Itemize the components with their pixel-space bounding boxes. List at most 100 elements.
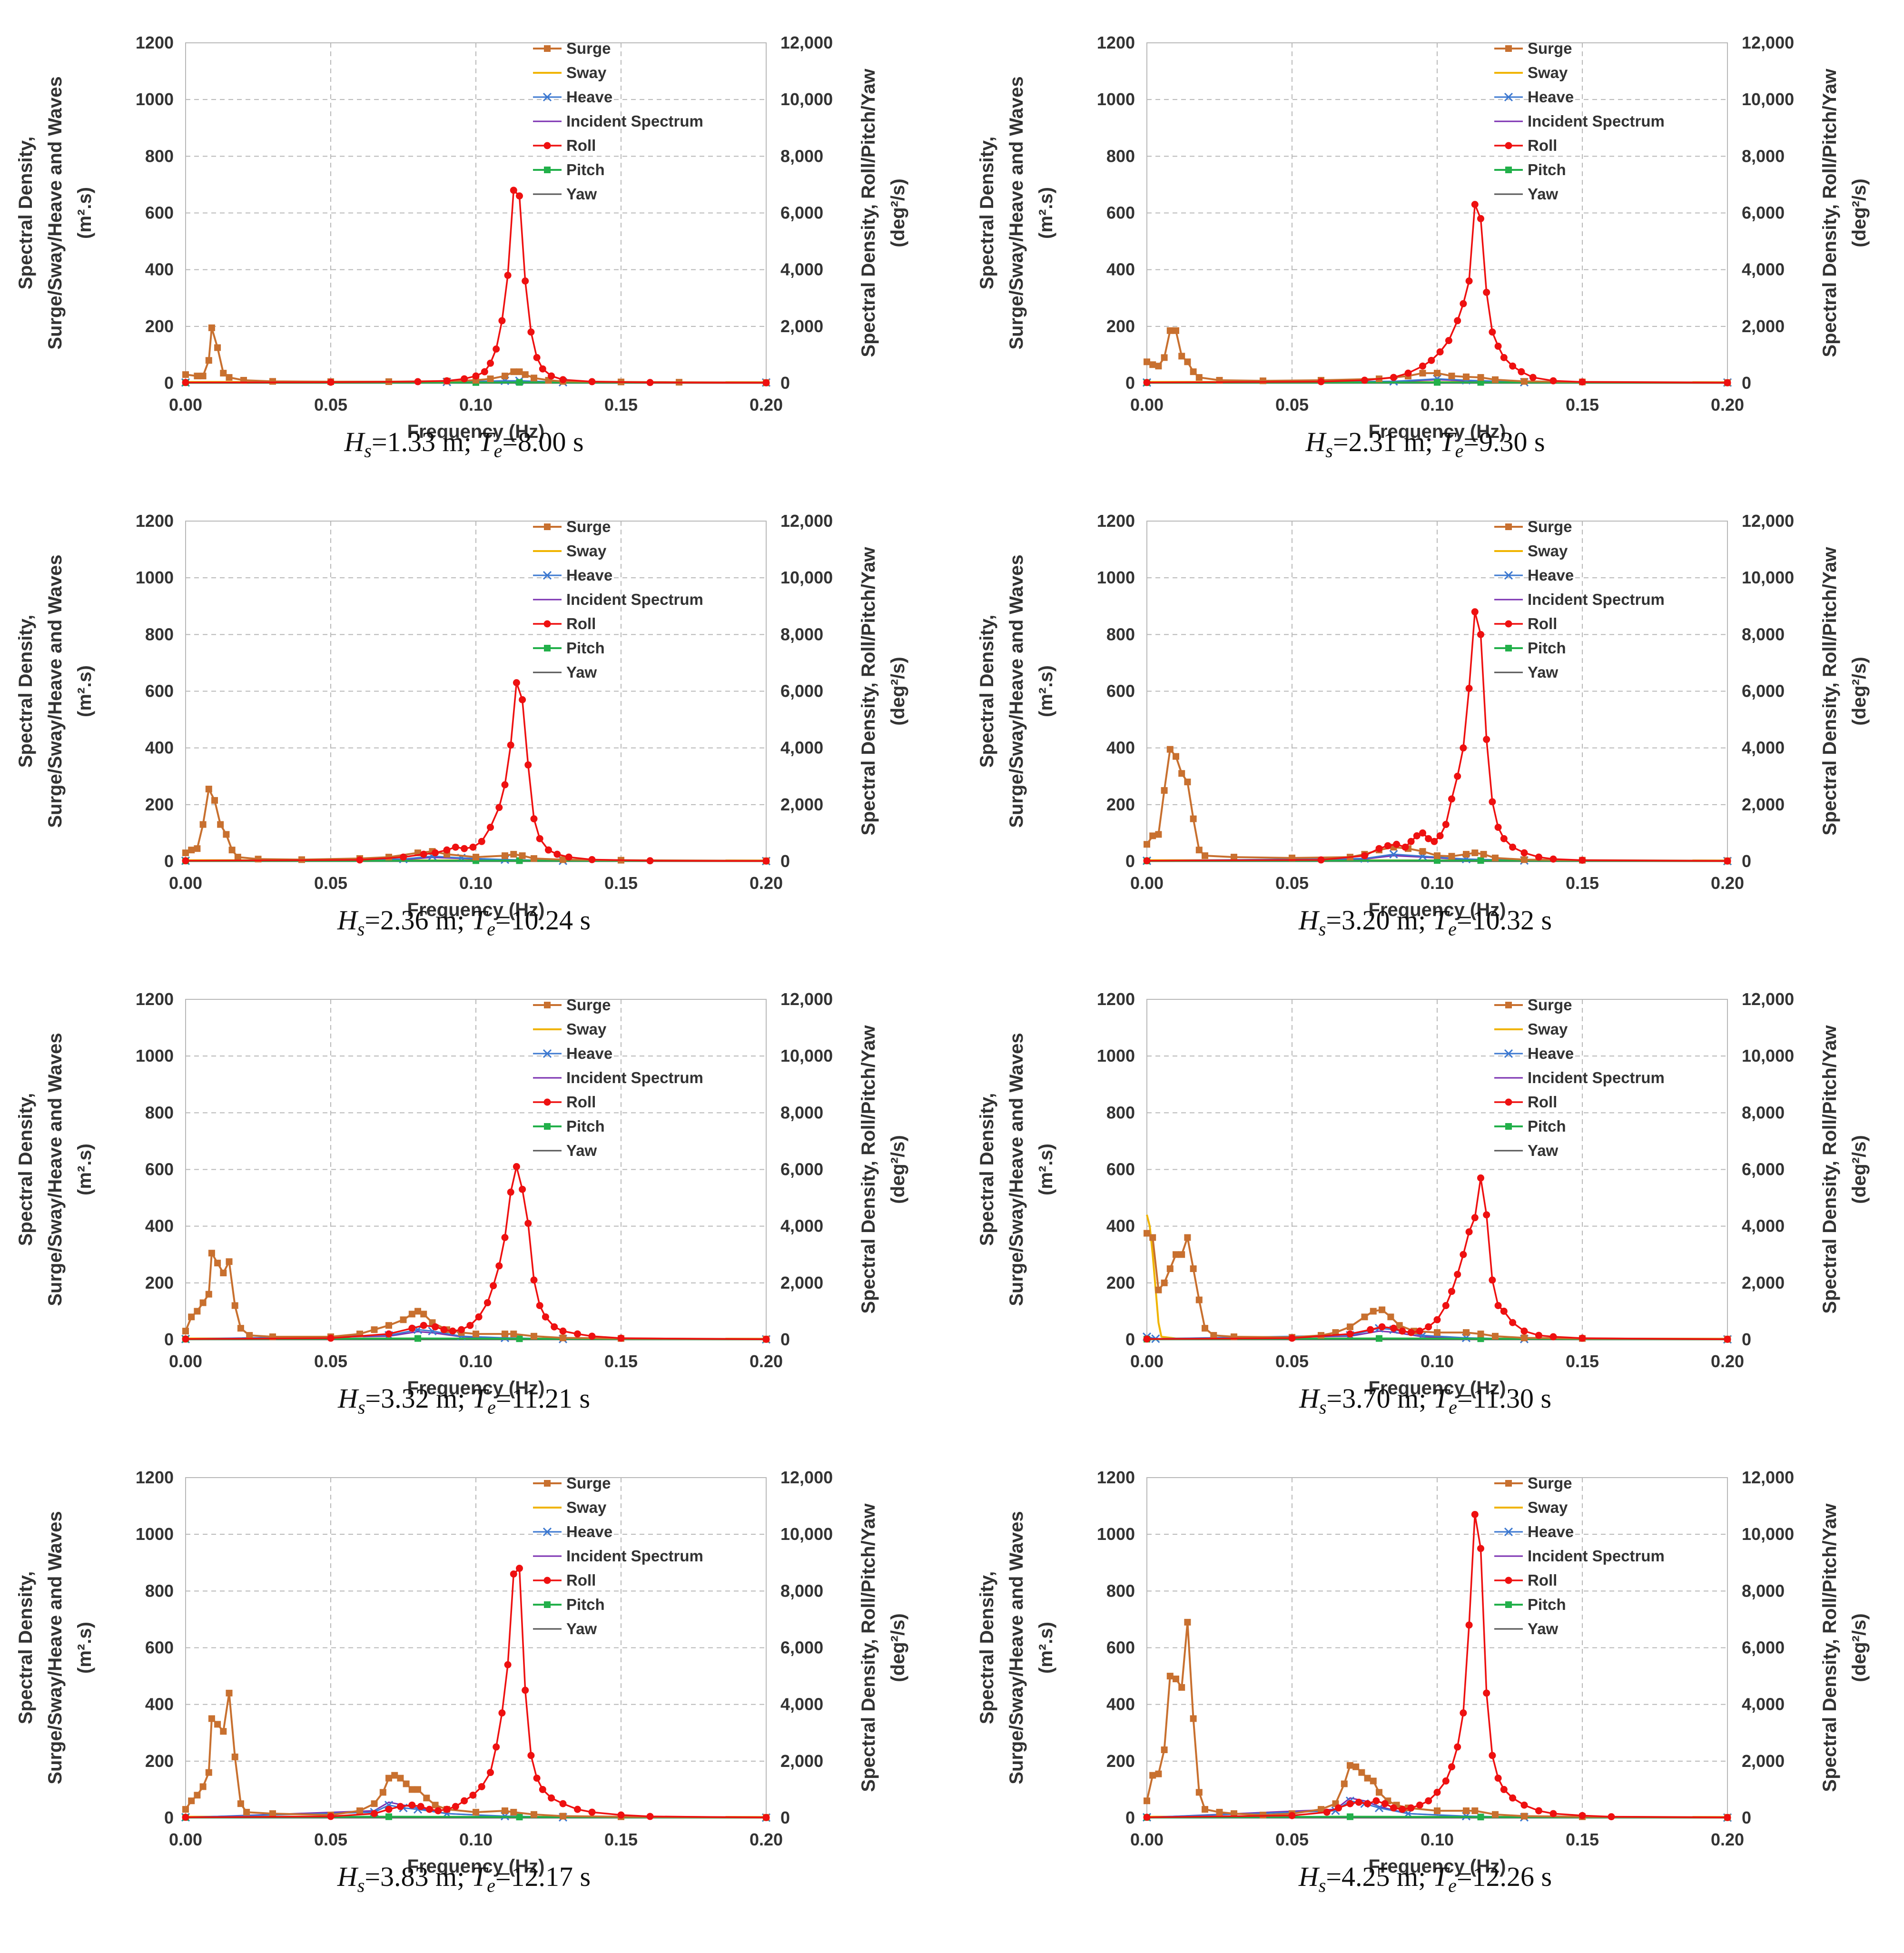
y-right-tick-label: 10,000 — [1742, 1046, 1794, 1065]
data-point-roll — [1143, 1335, 1151, 1343]
data-point-roll — [1477, 1174, 1484, 1182]
data-point-surge — [1161, 1746, 1168, 1753]
legend-swatch-marker — [1505, 45, 1512, 52]
legend-swatch-marker — [1505, 1098, 1512, 1106]
x-tick-label: 0.05 — [1275, 1351, 1309, 1371]
legend-item-yaw: Yaw — [533, 1142, 597, 1159]
data-point-roll — [516, 192, 523, 200]
data-point-surge — [182, 371, 189, 378]
legend-label: Pitch — [1528, 639, 1566, 657]
data-point-roll — [1483, 1689, 1490, 1697]
data-point-heave-b — [1389, 850, 1398, 859]
legend-label: Pitch — [566, 1596, 605, 1613]
data-point-surge — [220, 1728, 227, 1735]
data-point-roll — [1549, 377, 1557, 385]
y-right-tick-label: 0 — [1742, 373, 1751, 393]
x-tick-label: 0.05 — [314, 395, 347, 414]
y-right-tick-label: 8,000 — [780, 624, 823, 644]
data-point-roll — [1433, 1788, 1441, 1796]
data-point-roll — [1465, 277, 1473, 285]
legend-swatch-marker — [1505, 1577, 1512, 1584]
data-point-surge — [194, 845, 201, 852]
y-right-tick-label: 0 — [1742, 851, 1751, 871]
x-tick-label: 0.00 — [169, 1830, 202, 1849]
data-point-roll — [1335, 1804, 1342, 1812]
y-left-tick-label: 0 — [1125, 851, 1135, 871]
legend-item-sway: Sway — [533, 1020, 607, 1038]
data-point-roll — [1535, 1807, 1542, 1815]
caption-7-hs-label: H — [337, 1861, 357, 1892]
data-point-surge — [414, 1786, 421, 1793]
legend-item-roll: Roll — [1494, 615, 1557, 632]
legend-label: Roll — [566, 1571, 596, 1589]
data-point-surge — [531, 855, 537, 862]
data-point-roll — [588, 856, 596, 863]
caption-6: Hs=3.70 m; Te=11.30 s — [961, 1382, 1889, 1419]
legend-swatch-marker-b — [543, 571, 552, 580]
x-tick-label: 0.00 — [1130, 1830, 1164, 1849]
caption-8-te-sub: e — [1448, 1874, 1457, 1896]
legend-swatch-marker — [543, 1098, 551, 1106]
tick-labels: 0 200 400 600 800 1000 1200 0 2,000 4,000 6,000 8,0… — [136, 989, 833, 1371]
data-point-surge — [1379, 1306, 1386, 1313]
legend-label: Incident Spectrum — [1528, 112, 1665, 130]
x-tick-label: 0.05 — [1275, 395, 1309, 414]
gridlines — [186, 1477, 766, 1818]
series-roll — [182, 187, 770, 386]
caption-8: Hs=4.25 m; Te=12.26 s — [961, 1861, 1889, 1897]
y-left-title-unit: (m².s) — [74, 1144, 95, 1195]
caption-2-te-sub: e — [1455, 440, 1464, 462]
data-point-surge — [182, 1328, 189, 1335]
caption-7-te-value: =12.17 s — [495, 1861, 591, 1892]
data-point-surge — [1173, 1676, 1179, 1683]
data-point-surge — [1419, 848, 1426, 855]
data-point-surge — [199, 1783, 207, 1790]
caption-4-hs-label: H — [1298, 905, 1319, 936]
y-left-tick-label: 200 — [1106, 1751, 1135, 1771]
data-point-surge — [1190, 1265, 1197, 1272]
legend-item-yaw: Yaw — [1494, 663, 1559, 681]
data-point-surge — [188, 1313, 195, 1321]
caption-4-hs-sub: s — [1318, 918, 1326, 940]
caption-3-hs-label: H — [337, 905, 357, 936]
y-left-axis-title: Spectral Density, Surge/Sway/Heave and Wa… — [977, 554, 1056, 828]
data-point-surge — [1155, 1286, 1162, 1293]
caption-8-te-value: =12.26 s — [1456, 1861, 1552, 1892]
legend-item-surge: Surge — [1494, 39, 1572, 57]
data-point-surge — [1434, 370, 1440, 377]
data-point-roll — [617, 1334, 625, 1342]
data-point-surge — [1166, 327, 1174, 334]
caption-1-hs-label: H — [344, 426, 365, 457]
y-left-tick-label: 600 — [145, 1160, 174, 1179]
data-point-pitch — [1477, 857, 1484, 864]
data-point-roll — [481, 368, 488, 375]
data-point-roll — [1407, 838, 1415, 845]
legend-item-sway: Sway — [1494, 1499, 1568, 1516]
data-point-surge — [502, 1807, 508, 1815]
data-point-roll — [493, 345, 500, 353]
y-left-tick-label: 0 — [164, 1808, 174, 1827]
caption-6-hs-label: H — [1299, 1383, 1319, 1414]
y-left-tick-label: 600 — [145, 681, 174, 701]
legend-swatch-marker — [544, 1480, 551, 1487]
caption-7-hs-sub: s — [357, 1874, 365, 1896]
y-right-tick-label: 2,000 — [1742, 1751, 1785, 1771]
data-point-roll — [432, 849, 439, 857]
data-point-surge — [1480, 851, 1487, 858]
y-right-tick-label: 12,000 — [780, 33, 833, 52]
legend-item-heave: Heave — [1494, 566, 1574, 584]
legend-label: Surge — [1528, 39, 1572, 57]
data-point-surge — [1184, 779, 1191, 786]
data-point-surge — [1190, 1715, 1197, 1722]
data-point-roll — [1364, 1800, 1371, 1807]
data-point-surge — [1463, 1329, 1470, 1336]
x-tick-label: 0.15 — [1566, 873, 1599, 893]
data-point-roll — [461, 1797, 468, 1805]
legend-label: Surge — [566, 39, 611, 57]
y-left-axis-title: Spectral Density, Surge/Sway/Heave and Wa… — [15, 554, 95, 828]
data-point-surge — [423, 1795, 430, 1802]
data-point-roll — [1477, 1545, 1484, 1552]
y-left-axis-title: Spectral Density, Surge/Sway/Heave and Wa… — [977, 76, 1056, 349]
data-point-surge — [397, 1775, 404, 1782]
data-point-surge — [1166, 1673, 1174, 1680]
